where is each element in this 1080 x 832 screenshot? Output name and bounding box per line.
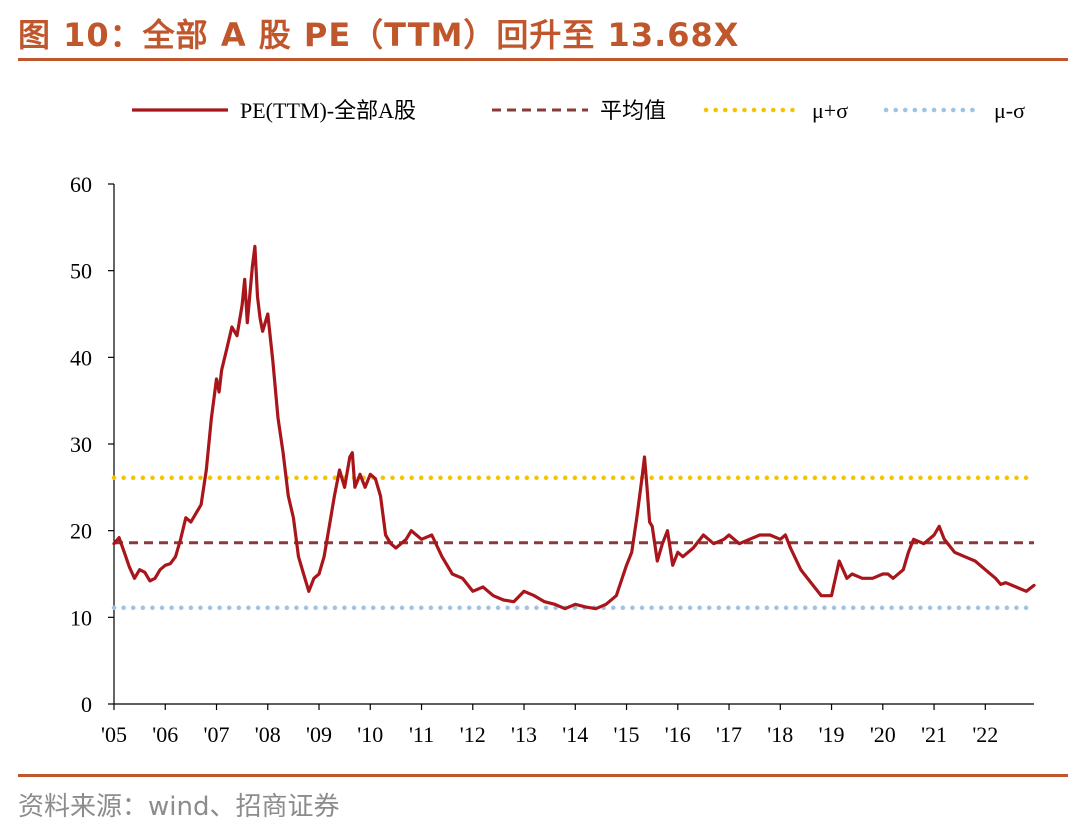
x-tick-label: '16 — [665, 722, 691, 747]
x-tick-label: '10 — [357, 722, 383, 747]
x-tick-label: '11 — [409, 722, 434, 747]
x-tick-label: '13 — [511, 722, 537, 747]
legend-label: PE(TTM)-全部A股 — [240, 98, 416, 123]
x-tick-label: '06 — [152, 722, 178, 747]
x-tick-label: '09 — [306, 722, 332, 747]
y-tick-label: 50 — [70, 259, 92, 284]
chart-title: 图 10：全部 A 股 PE（TTM）回升至 13.68X — [18, 16, 740, 54]
title-rule — [18, 58, 1068, 61]
series-line-0 — [112, 244, 1036, 611]
footer-rule — [18, 774, 1068, 777]
x-tick-label: '12 — [460, 722, 486, 747]
y-tick-label: 40 — [70, 345, 92, 370]
x-tick-label: '07 — [204, 722, 230, 747]
x-tick-label: '05 — [101, 722, 127, 747]
legend-label: μ-σ — [994, 98, 1025, 123]
y-tick-label: 10 — [70, 605, 92, 630]
legend-label: μ+σ — [812, 98, 848, 123]
x-tick-label: '19 — [819, 722, 845, 747]
x-tick-label: '22 — [972, 722, 998, 747]
x-tick-label: '08 — [255, 722, 281, 747]
legend-label: 平均值 — [600, 98, 666, 123]
x-tick-label: '18 — [767, 722, 793, 747]
x-tick-label: '20 — [870, 722, 896, 747]
y-tick-label: 20 — [70, 519, 92, 544]
y-tick-label: 60 — [70, 172, 92, 197]
y-tick-label: 0 — [81, 692, 92, 717]
x-tick-label: '21 — [921, 722, 947, 747]
x-tick-label: '14 — [562, 722, 588, 747]
x-tick-label: '17 — [716, 722, 742, 747]
pe-chart: 0 10 20 30 40 50 60 '05 '06 '07 '08 '09 '10 '11 '12 '13… — [70, 98, 1037, 747]
y-tick-label: 30 — [70, 432, 92, 457]
source-note: 资料来源：wind、招商证券 — [18, 792, 340, 822]
x-tick-label: '15 — [614, 722, 640, 747]
